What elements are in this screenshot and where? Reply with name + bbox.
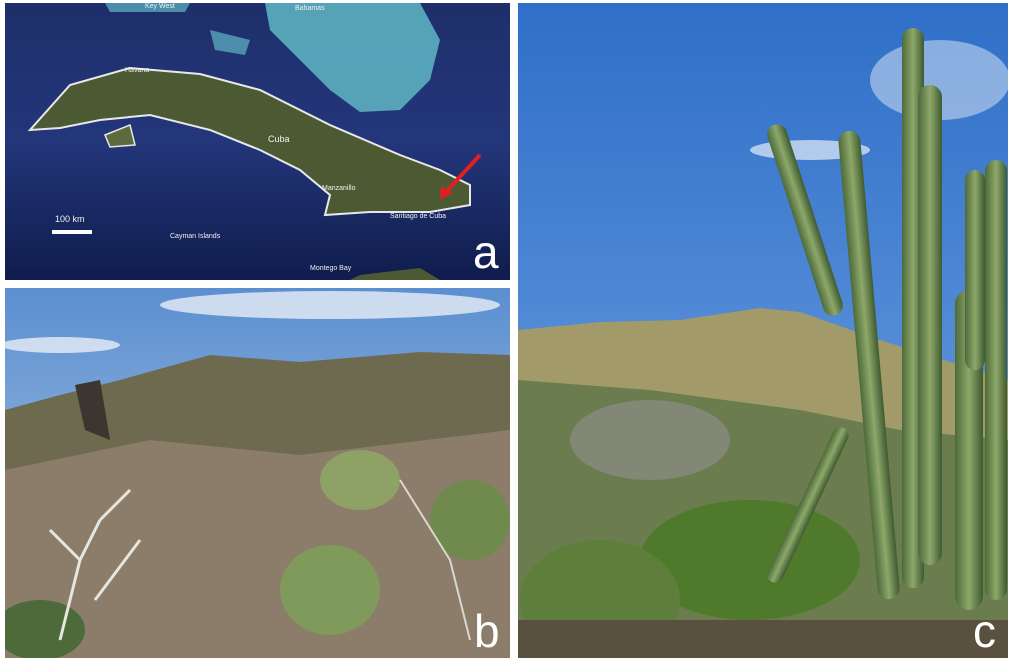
panel-letter: b: [474, 605, 500, 657]
cactus-stem: [918, 85, 942, 565]
map-label: Havana: [125, 67, 149, 74]
page: 100 km Key West Bahamas Havana Cuba Manz…: [0, 0, 1011, 661]
ground: [518, 620, 1008, 658]
map-label: Cuba: [268, 134, 290, 144]
map-label: Santiago de Cuba: [390, 213, 446, 220]
map-label: Montego Bay: [310, 265, 352, 272]
panel-c: c: [518, 3, 1010, 660]
map-label: Key West: [145, 3, 175, 10]
cactus-stem: [965, 170, 985, 370]
cactus-stem: [985, 160, 1007, 600]
figure: 100 km Key West Bahamas Havana Cuba Manz…: [0, 0, 1011, 661]
cloud: [0, 337, 120, 353]
panel-letter: c: [973, 605, 996, 657]
panel-a: 100 km Key West Bahamas Havana Cuba Manz…: [5, 3, 510, 280]
panel-b: b: [0, 288, 510, 660]
cloud: [160, 291, 500, 319]
scale-label: 100 km: [55, 214, 85, 224]
map-label: Cayman Islands: [170, 233, 221, 240]
panel-letter: a: [473, 226, 499, 278]
grass-tuft: [280, 545, 380, 635]
gray-shrub: [570, 400, 730, 480]
map-label: Bahamas: [295, 5, 325, 12]
map-label: Manzanillo: [322, 185, 356, 192]
grass-tuft: [320, 450, 400, 510]
